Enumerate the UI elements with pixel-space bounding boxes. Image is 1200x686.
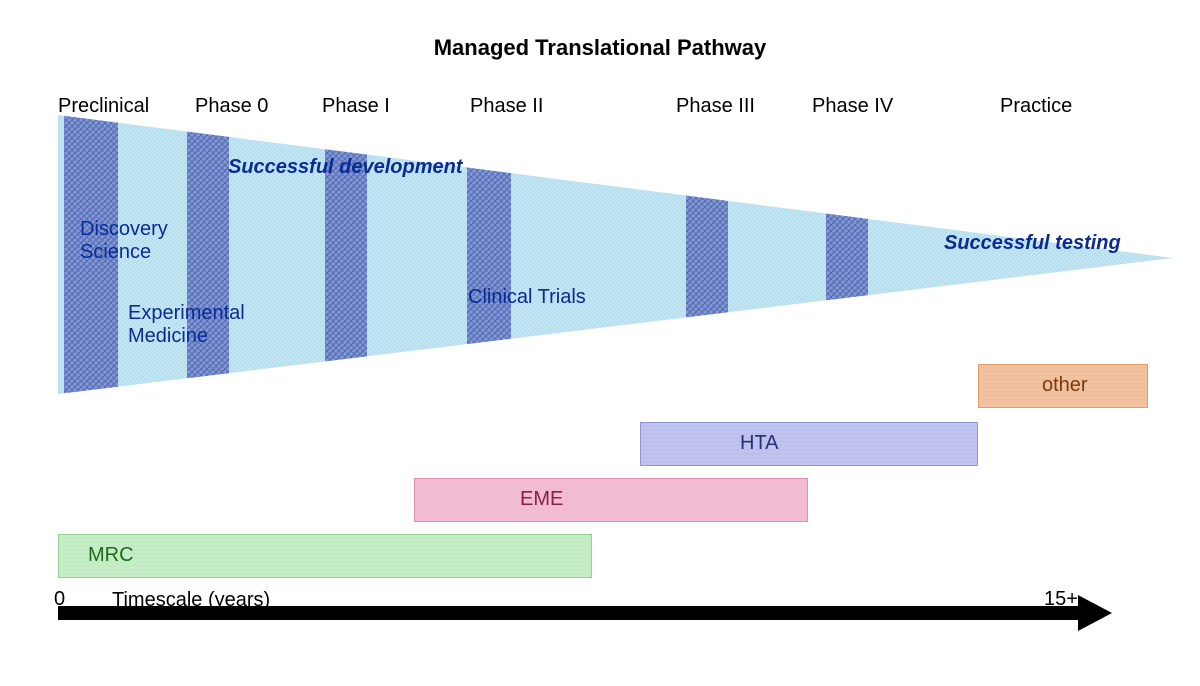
- timescale-end-label: 15+: [1044, 588, 1078, 611]
- successful-testing-label: Successful testing: [944, 232, 1121, 255]
- other-bar-label: other: [1042, 374, 1088, 397]
- mrc-bar: [58, 534, 592, 578]
- discovery-science-label: DiscoveryScience: [80, 218, 168, 264]
- hta-bar-label: HTA: [740, 432, 779, 455]
- phase-label: Preclinical: [58, 95, 149, 118]
- experimental-medicine-label: ExperimentalMedicine: [128, 302, 245, 348]
- timescale-caption: Timescale (years): [112, 589, 270, 612]
- successful-development-label: Successful development: [228, 156, 463, 179]
- timescale-start-label: 0: [54, 588, 65, 611]
- clinical-trials-label: Clinical Trials: [468, 286, 586, 309]
- phase-label: Phase IV: [812, 95, 893, 118]
- phase-label: Phase II: [470, 95, 543, 118]
- chart-title: Managed Translational Pathway: [0, 35, 1200, 61]
- mrc-bar-label: MRC: [88, 544, 134, 567]
- phase-label: Phase 0: [195, 95, 268, 118]
- phase-label: Phase I: [322, 95, 390, 118]
- phase-label: Practice: [1000, 95, 1072, 118]
- hta-bar: [640, 422, 978, 466]
- timescale-arrow-head: [1078, 595, 1112, 631]
- phase-label: Phase III: [676, 95, 755, 118]
- eme-bar: [414, 478, 808, 522]
- eme-bar-label: EME: [520, 488, 563, 511]
